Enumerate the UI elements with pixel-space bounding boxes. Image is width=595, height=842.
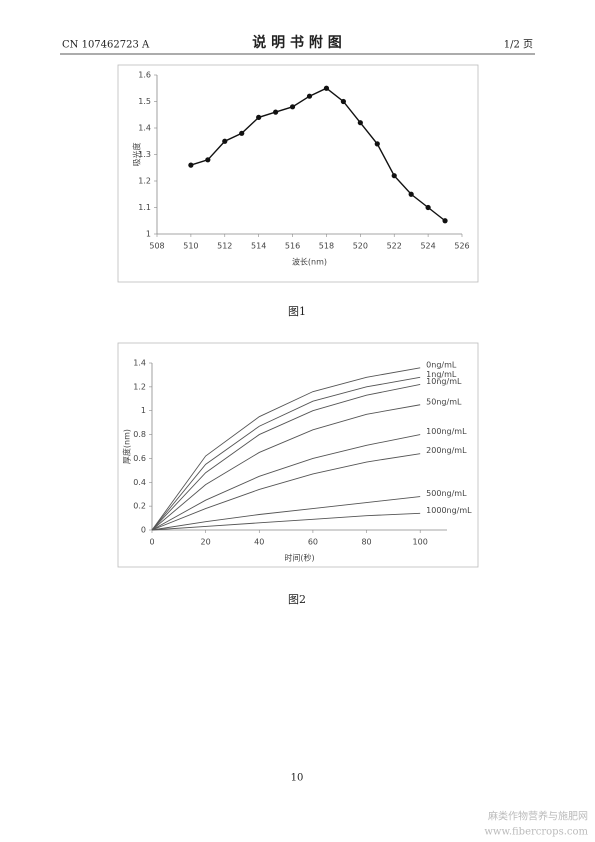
data-line (151, 367, 421, 531)
figure-frame (117, 64, 479, 283)
x-tick-label: 80 (361, 538, 371, 547)
page-title: 说 明 书 附 图 (252, 34, 342, 51)
chart: 1 1.1 1.2 1.3 1.4 1.5 1.6 508 510 512 514 516 518 520… (132, 71, 470, 267)
x-tick-label: 514 (251, 242, 266, 251)
y-tick-label: 1 (146, 230, 151, 239)
data-point (357, 120, 363, 126)
caption: 图1 (288, 305, 306, 318)
x-axis-title: 时间(秒) (284, 553, 314, 563)
x-tick-label: 512 (217, 242, 232, 251)
y-tick-label: 0.8 (133, 430, 146, 439)
data-point (188, 162, 194, 168)
data-line (151, 512, 421, 531)
y-tick-label: 0.2 (133, 502, 146, 511)
y-axis-title: 吸光度 (132, 143, 142, 167)
page-number: 10 (291, 773, 304, 784)
series-label: 500ng/mL (426, 489, 467, 498)
y-tick-label: 0 (141, 526, 146, 535)
series-label: 50ng/mL (426, 397, 462, 406)
data-line (151, 496, 421, 531)
y-axis-title: 厚度(nm) (122, 429, 132, 464)
x-tick-label: 100 (413, 538, 428, 547)
x-tick-label: 40 (254, 538, 264, 547)
y-tick-label: 1.5 (138, 97, 151, 106)
data-point (222, 138, 228, 144)
data-point (239, 130, 245, 136)
y-tick-label: 1.3 (138, 150, 151, 159)
watermark: 麻类作物营养与施肥网 (488, 810, 588, 823)
figure-frame (117, 342, 479, 568)
x-tick-label: 520 (353, 242, 368, 251)
data-point (391, 173, 397, 179)
y-tick-label: 0.6 (133, 454, 146, 463)
y-tick-label: 1.2 (138, 177, 151, 186)
series-label: 10ng/mL (426, 377, 462, 386)
data-line (151, 376, 421, 531)
x-tick-label: 0 (149, 538, 154, 547)
series-label: 1000ng/mL (426, 506, 472, 515)
data-point (408, 191, 414, 197)
x-tick-label: 508 (149, 242, 164, 251)
series-label: 1ng/mL (426, 370, 457, 379)
y-tick-label: 1.6 (138, 71, 151, 80)
data-point (442, 218, 448, 224)
series-label: 0ng/mL (426, 360, 457, 369)
data-point (374, 141, 380, 147)
x-tick-label: 518 (319, 242, 334, 251)
data-point (306, 93, 313, 99)
doc-number: CN 107462723 A (62, 40, 150, 51)
caption: 图2 (288, 593, 306, 606)
data-line (190, 87, 446, 222)
data-line (151, 453, 421, 531)
x-tick-label: 60 (308, 538, 318, 547)
x-axis-title: 波长(nm) (292, 257, 327, 267)
x-tick-label: 20 (201, 538, 211, 547)
watermark: www.fibercrops.com (484, 827, 588, 838)
data-line (151, 384, 421, 531)
series-label: 100ng/mL (426, 427, 467, 436)
x-tick-label: 526 (454, 242, 469, 251)
series-label: 200ng/mL (426, 446, 467, 455)
y-tick-label: 1.1 (138, 203, 151, 212)
y-tick-label: 1 (141, 406, 146, 415)
page-of: 1/2 页 (504, 39, 533, 51)
x-tick-label: 522 (387, 242, 402, 251)
data-point (323, 85, 330, 91)
data-point (289, 104, 296, 110)
chart: 0 0.2 0.4 0.6 0.8 1 1.2 1.4 0 20 40 60 80 100 厚度(nm) 时间… (122, 359, 473, 563)
data-point (273, 109, 279, 115)
y-tick-label: 1.2 (133, 382, 146, 391)
y-tick-label: 1.4 (133, 359, 146, 368)
data-point (256, 114, 262, 120)
y-tick-label: 0.4 (133, 478, 146, 487)
data-line (151, 434, 421, 531)
x-tick-label: 524 (420, 242, 435, 251)
data-point (425, 204, 431, 211)
data-point (340, 98, 346, 105)
x-tick-label: 516 (285, 242, 300, 251)
data-point (205, 157, 211, 163)
y-tick-label: 1.4 (138, 124, 151, 133)
data-line (151, 404, 421, 531)
x-tick-label: 510 (183, 242, 198, 251)
